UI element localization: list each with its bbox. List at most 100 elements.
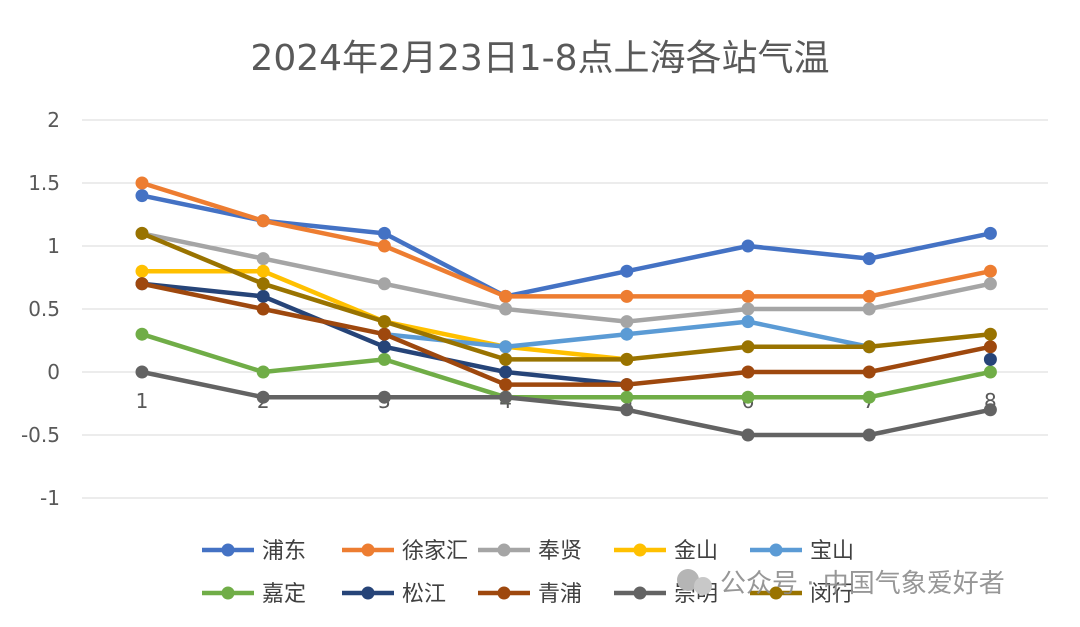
series-line	[139, 180, 993, 299]
data-point	[377, 340, 391, 354]
data-point	[135, 365, 149, 379]
legend-marker	[221, 586, 235, 600]
legend-label: 宝山	[810, 539, 854, 564]
x-tick-label: 1	[136, 389, 149, 413]
y-axis-tick-labels: 2 1.5 1 0.5 0 -0.5 -1	[21, 108, 60, 510]
y-tick-label: -1	[40, 486, 60, 510]
data-point	[377, 390, 391, 404]
data-point	[135, 189, 149, 203]
y-tick-label: 2	[47, 108, 60, 132]
legend-label: 奉贤	[538, 539, 582, 564]
legend-item: 嘉定	[202, 582, 306, 607]
series-line	[139, 281, 993, 387]
legend-marker	[361, 586, 375, 600]
legend-label: 徐家汇	[402, 539, 468, 564]
data-point	[620, 378, 634, 392]
data-point	[983, 403, 997, 417]
legend-label: 嘉定	[262, 582, 306, 607]
data-point	[862, 340, 876, 354]
data-point	[862, 390, 876, 404]
data-point	[620, 315, 634, 329]
data-point	[256, 252, 270, 266]
y-tick-label: 0	[47, 360, 60, 384]
y-tick-label: 1	[47, 234, 60, 258]
legend-item: 青浦	[478, 582, 582, 607]
legend-item: 浦东	[202, 539, 306, 564]
legend-item: 松江	[342, 582, 446, 607]
data-point	[983, 352, 997, 366]
data-point	[499, 340, 513, 354]
watermark-text: 公众号 · 中国气象爱好者	[720, 569, 1005, 599]
data-point	[862, 289, 876, 303]
chart-title: 2024年2月23日1-8点上海各站气温	[250, 38, 829, 79]
legend-label: 浦东	[262, 539, 306, 564]
data-point	[499, 365, 513, 379]
legend-marker	[497, 543, 511, 557]
wechat-icon	[677, 569, 712, 595]
legend-label: 闵行	[810, 582, 854, 607]
data-point	[377, 327, 391, 341]
data-point	[377, 352, 391, 366]
data-point	[620, 403, 634, 417]
series-line	[139, 231, 993, 362]
data-point	[741, 390, 755, 404]
data-point	[256, 277, 270, 291]
data-point	[256, 302, 270, 316]
y-tick-label: 0.5	[28, 297, 60, 321]
series-line	[139, 331, 993, 400]
y-tick-label: 1.5	[28, 171, 60, 195]
data-point	[499, 289, 513, 303]
legend-marker	[633, 543, 647, 557]
data-point	[499, 352, 513, 366]
data-point	[741, 428, 755, 442]
data-point	[983, 327, 997, 341]
legend-marker	[633, 586, 647, 600]
data-point	[741, 302, 755, 316]
series-lines	[135, 176, 997, 442]
data-point	[256, 365, 270, 379]
data-point	[862, 365, 876, 379]
series-8	[135, 365, 997, 442]
data-point	[741, 340, 755, 354]
data-point	[377, 226, 391, 240]
series-line	[139, 369, 993, 438]
data-point	[983, 277, 997, 291]
legend-item: 闵行	[750, 582, 854, 607]
data-point	[862, 302, 876, 316]
series-5	[135, 327, 997, 404]
data-point	[741, 239, 755, 253]
data-point	[135, 264, 149, 278]
data-point	[256, 289, 270, 303]
data-point	[135, 327, 149, 341]
data-point	[377, 239, 391, 253]
data-point	[741, 365, 755, 379]
y-tick-label: -0.5	[21, 423, 60, 447]
legend-label: 松江	[402, 582, 446, 607]
legend-item: 奉贤	[478, 539, 582, 564]
legend-label: 金山	[674, 539, 718, 564]
series-7	[135, 277, 997, 392]
legend-marker	[221, 543, 235, 557]
legend-marker	[361, 543, 375, 557]
data-point	[135, 226, 149, 240]
data-point	[862, 252, 876, 266]
gridlines	[82, 119, 1048, 499]
data-point	[620, 327, 634, 341]
legend-marker	[497, 586, 511, 600]
data-point	[499, 302, 513, 316]
series-1	[135, 176, 997, 303]
data-point	[983, 365, 997, 379]
data-point	[983, 264, 997, 278]
legend-label: 青浦	[538, 582, 582, 607]
data-point	[135, 277, 149, 291]
data-point	[620, 264, 634, 278]
data-point	[256, 390, 270, 404]
watermark: 公众号 · 中国气象爱好者	[677, 569, 1005, 599]
legend-item: 金山	[614, 539, 718, 564]
data-point	[983, 226, 997, 240]
legend-item: 徐家汇	[342, 539, 468, 564]
data-point	[377, 315, 391, 329]
data-point	[256, 214, 270, 228]
